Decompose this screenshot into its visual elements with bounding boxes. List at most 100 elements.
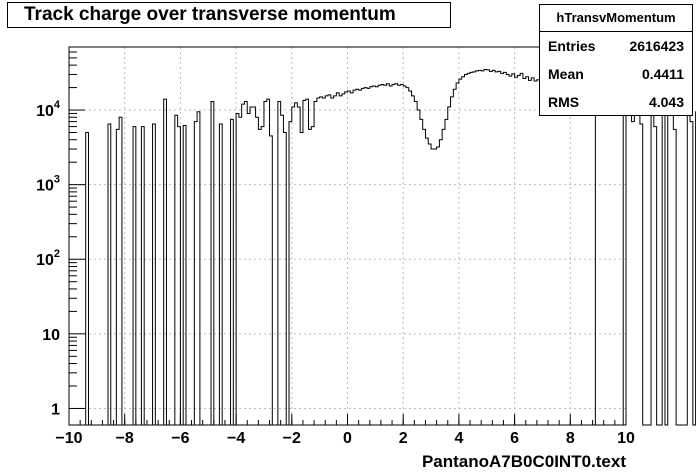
histogram-bin (328, 95, 331, 425)
histogram-bin (506, 74, 509, 425)
stats-label: Entries (548, 38, 596, 54)
histogram-bin (295, 103, 298, 425)
histogram-bin (336, 93, 339, 425)
histogram-bin (526, 77, 529, 425)
histogram-bin (584, 97, 587, 425)
histogram-bin (581, 100, 584, 425)
histogram-bin (529, 80, 532, 425)
y-tick-label: 102 (36, 248, 60, 269)
histogram-bin (470, 72, 473, 425)
histogram-bin (253, 107, 256, 425)
histogram-bin (437, 147, 440, 425)
histogram-bin (334, 96, 337, 425)
histogram-bin (398, 85, 401, 425)
histogram-bin (517, 76, 520, 425)
histogram-bin (392, 85, 395, 425)
histogram-bin (531, 78, 534, 425)
histogram-bin (501, 73, 504, 425)
histogram-bin (576, 92, 579, 425)
histogram-bin (634, 107, 637, 425)
histogram-bin (331, 98, 334, 425)
histogram-bin (250, 107, 253, 425)
histogram-bin (389, 86, 392, 425)
histogram-bin (562, 99, 565, 425)
histogram-bin (478, 70, 481, 425)
histogram-bin (579, 86, 582, 425)
histogram-bin (386, 84, 389, 425)
histogram-bin (590, 91, 593, 425)
histogram-bin (467, 73, 470, 425)
histogram-bin (375, 87, 378, 425)
histogram-bin (540, 83, 543, 425)
histogram-bin (406, 88, 409, 425)
x-tick-label: −8 (116, 430, 134, 447)
stats-value: 4.043 (648, 94, 684, 110)
histogram-bin (487, 70, 490, 425)
histogram-bin (495, 72, 498, 425)
histogram-bin (451, 97, 454, 425)
histogram-bin (481, 71, 484, 425)
y-tick-label: 103 (36, 174, 60, 195)
histogram-bin (300, 133, 303, 425)
histogram-bin (322, 98, 325, 425)
stats-row-mean: Mean 0.4411 (540, 60, 692, 88)
x-tick-label: 0 (343, 430, 352, 447)
histogram-bin (428, 144, 431, 425)
histogram-bin (556, 84, 559, 425)
histogram-bin (671, 103, 674, 425)
histogram-bin (542, 82, 545, 425)
histogram-bin (587, 113, 590, 425)
histogram-bin (256, 117, 259, 425)
histogram-bin (370, 87, 373, 425)
histogram-bin (264, 102, 267, 425)
histogram-bin (464, 74, 467, 425)
y-tick-label: 104 (36, 99, 61, 120)
stats-value: 2616423 (629, 38, 684, 54)
histogram-bin (314, 102, 317, 425)
y-axis: 1 10 102 103 104 (36, 46, 85, 418)
histogram-bin (361, 88, 364, 425)
histogram-bin (637, 99, 640, 425)
chart-title: Track charge over transverse momentum (7, 2, 451, 28)
histogram-bin (258, 129, 261, 425)
histogram-bin (565, 107, 568, 425)
histogram-bin (439, 140, 442, 425)
histogram-bin (281, 115, 284, 425)
x-tick-label: 2 (399, 430, 408, 447)
histogram-outline (69, 68, 696, 426)
histogram-bin (534, 81, 537, 425)
x-tick-label: 8 (566, 430, 575, 447)
histogram-bin (384, 85, 387, 425)
histogram-bin (303, 100, 306, 425)
histogram-bin (317, 98, 320, 425)
x-tick-label: 4 (454, 430, 463, 447)
histogram-bin (632, 122, 635, 425)
histogram-bin (309, 129, 312, 425)
histogram-bin (492, 70, 495, 425)
histogram-bin (381, 85, 384, 425)
histogram-bin (490, 71, 493, 425)
histogram-bin (476, 71, 479, 425)
histogram-bin (551, 82, 554, 425)
histogram-bin (409, 91, 412, 425)
x-tick-label: −10 (55, 430, 82, 447)
histogram-bin (420, 119, 423, 425)
histogram-bin (503, 72, 506, 425)
histogram-bin (353, 90, 356, 425)
histogram-bin (523, 78, 526, 425)
histogram-bin (261, 127, 264, 425)
histogram-bin (548, 85, 551, 425)
stats-box: hTransvMomentum Entries 2616423 Mean 0.4… (539, 4, 693, 116)
histogram-bin (425, 138, 428, 425)
histogram-bin (423, 129, 426, 425)
histogram-bin (559, 88, 562, 425)
y-tick-label: 1 (51, 401, 60, 418)
histogram-bin (545, 85, 548, 425)
stats-histogram-name: hTransvMomentum (540, 5, 692, 32)
x-tick-label: 6 (510, 430, 519, 447)
histogram-bin (356, 89, 359, 425)
x-tick-label: 10 (617, 430, 635, 447)
histogram-bin (242, 104, 245, 425)
histogram-bin (306, 99, 309, 425)
